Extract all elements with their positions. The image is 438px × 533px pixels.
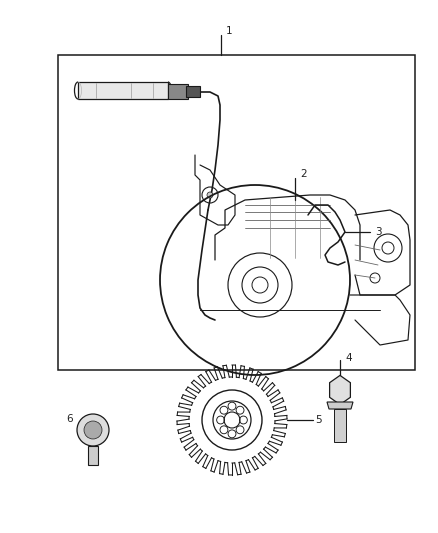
Polygon shape [78, 82, 168, 99]
Text: 3: 3 [375, 227, 381, 237]
Polygon shape [330, 375, 350, 405]
Text: 2: 2 [300, 169, 307, 179]
Circle shape [207, 192, 213, 198]
Polygon shape [334, 409, 346, 442]
Text: 5: 5 [315, 415, 322, 425]
Polygon shape [168, 84, 188, 99]
Bar [58, 55, 415, 370]
Polygon shape [327, 402, 353, 409]
Text: 6: 6 [67, 414, 73, 424]
Circle shape [77, 414, 109, 446]
Text: 1: 1 [226, 27, 232, 36]
Polygon shape [186, 86, 200, 97]
Circle shape [84, 421, 102, 439]
Polygon shape [88, 446, 98, 465]
Text: 4: 4 [345, 353, 352, 363]
